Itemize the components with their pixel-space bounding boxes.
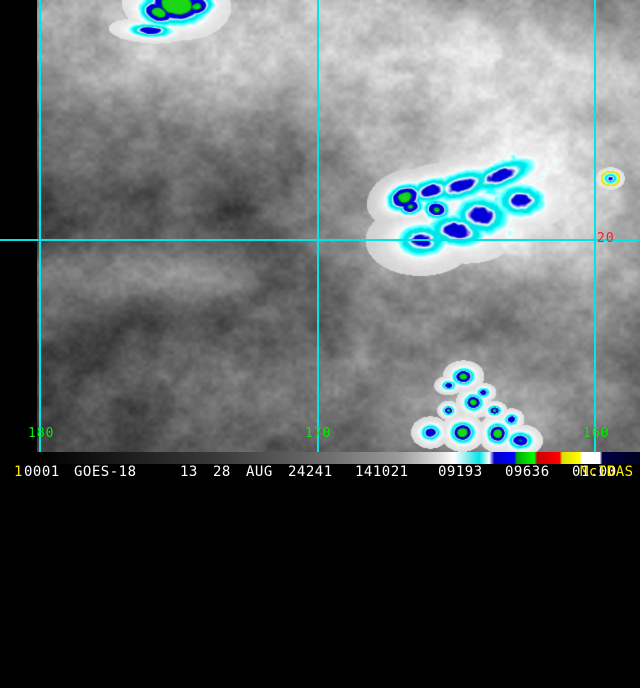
gridline-longitude-180 [39, 0, 41, 452]
image-time-label: 141021 [355, 464, 409, 480]
resolution-label: 01.00 [572, 464, 617, 480]
julian-date-label: 24241 [288, 464, 333, 480]
frame-index-label: 1 [14, 464, 23, 480]
band-number-label: 13 [180, 464, 198, 480]
gridline-latitude-20 [0, 239, 640, 241]
satellite-image-panel[interactable] [0, 0, 640, 452]
image-number-label: 0001 [24, 464, 60, 480]
gridline-longitude-170 [317, 0, 319, 452]
latitude-label-20: 20 [597, 231, 615, 246]
colorbar-row [0, 452, 640, 464]
ir-enhancement-colorbar[interactable] [37, 452, 640, 464]
day-of-month-label: 28 [213, 464, 231, 480]
element-coordinate-label: 09636 [505, 464, 550, 480]
longitude-label-180: 180 [28, 426, 55, 441]
longitude-label-170: 170 [305, 426, 332, 441]
status-bar: 1 0001 GOES-18 13 28 AUG 24241 141021 09… [0, 464, 640, 480]
month-label: AUG [246, 464, 273, 480]
longitude-label-160: 160 [583, 426, 610, 441]
infrared-satellite-image[interactable] [0, 0, 640, 452]
gridline-longitude-160 [594, 0, 596, 452]
mcidas-image-window: 180 170 160 20 1 0001 GOES-18 13 28 AUG … [0, 0, 640, 480]
software-name-label: McIDAS [580, 464, 634, 480]
satellite-name-label: GOES-18 [74, 464, 137, 480]
line-coordinate-label: 09193 [438, 464, 483, 480]
image-left-margin [0, 0, 37, 452]
